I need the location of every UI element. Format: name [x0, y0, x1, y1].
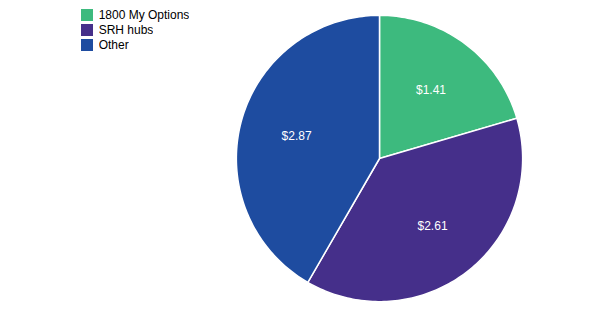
html-text:1800 My Options: 1800 My Options [98, 8, 190, 22]
html-text:SRH hubs: SRH hubs [98, 23, 154, 37]
svg-text:$2.61: $2.61 [418, 219, 448, 233]
html-text:Other: Other [98, 38, 129, 52]
svg-text:$1.41: $1.41 [416, 83, 446, 97]
svg-text:$2.87: $2.87 [282, 129, 312, 143]
